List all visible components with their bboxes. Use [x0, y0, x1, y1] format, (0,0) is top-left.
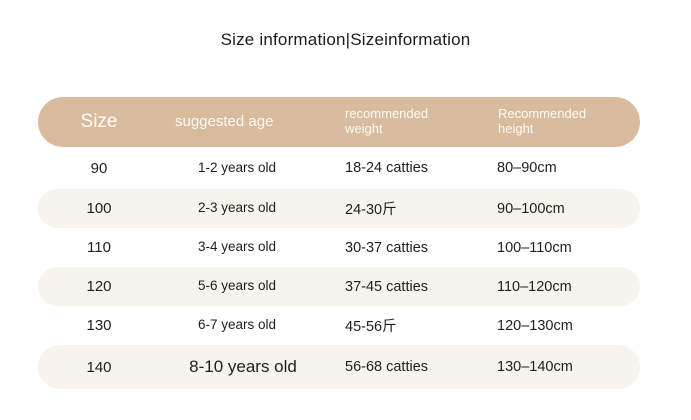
size-table: Size suggested age recommended weight Re… [38, 97, 640, 389]
height-cell: 110–120cm [497, 278, 572, 295]
column-header-age: suggested age [175, 113, 274, 131]
size-cell: 90 [90, 159, 108, 177]
table-body: 90 1-2 years old 18-24 catties 80–90cm 100 2-… [38, 147, 640, 389]
size-cell: 100 [86, 200, 112, 217]
age-text: 5-6 years old [198, 278, 277, 294]
age-cell: 3-4 years old [160, 239, 326, 256]
column-header-weight: recommended weight [345, 106, 429, 136]
height-cell: 100–110cm [497, 239, 572, 256]
weight-cell: 30-37 catties [345, 239, 429, 256]
weight-cell: 24-30斤 [345, 202, 397, 218]
size-cell: 140 [86, 358, 112, 376]
table-row: 130 6-7 years old 45-56斤 120–130cm [38, 306, 640, 345]
age-cell: 5-6 years old [160, 278, 326, 295]
weight-cell: 37-45 catties [345, 278, 429, 295]
age-text: 3-4 years old [198, 239, 277, 255]
weight-cell: 45-56斤 [345, 319, 397, 335]
weight-cell: 56-68 catties [345, 359, 429, 375]
table-row: 110 3-4 years old 30-37 catties 100–110cm [38, 228, 640, 267]
age-cell: 1-2 years old [160, 160, 326, 177]
table-row: 90 1-2 years old 18-24 catties 80–90cm [38, 147, 640, 189]
weight-cell: 18-24 catties [345, 160, 429, 176]
age-cell: 6-7 years old [160, 317, 326, 334]
height-cell: 120–130cm [497, 317, 573, 334]
page-title: Size information|Sizeinformation [220, 30, 471, 49]
age-text: 8-10 years old [189, 357, 297, 377]
age-cell: 2-3 years old [160, 200, 326, 217]
height-cell: 130–140cm [497, 359, 573, 375]
table-row: 120 5-6 years old 37-45 catties 110–120cm [38, 267, 640, 306]
age-cell: 8-10 years old [160, 356, 326, 377]
size-cell: 120 [86, 278, 112, 295]
age-text: 1-2 years old [198, 159, 277, 175]
age-text: 6-7 years old [198, 317, 277, 333]
height-cell: 90–100cm [497, 200, 565, 217]
table-header-row: Size suggested age recommended weight Re… [38, 97, 640, 147]
size-cell: 130 [86, 317, 112, 334]
table-row: 140 8-10 years old 56-68 catties 130–140cm [38, 345, 640, 389]
size-cell: 110 [87, 239, 111, 256]
column-header-height: Recommended height [498, 106, 587, 136]
height-cell: 80–90cm [497, 160, 557, 176]
column-header-size: Size [80, 111, 118, 133]
table-row: 100 2-3 years old 24-30斤 90–100cm [38, 189, 640, 228]
age-text: 2-3 years old [198, 200, 277, 216]
